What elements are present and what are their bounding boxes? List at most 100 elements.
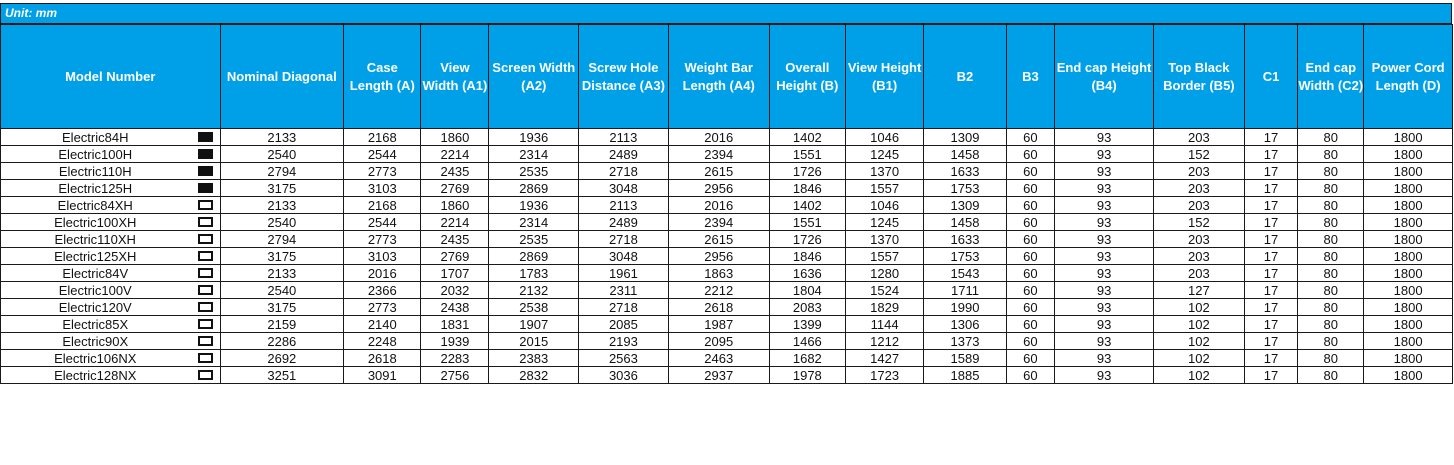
value-cell: 80 <box>1297 332 1365 350</box>
model-cell: Electric100V <box>0 281 221 299</box>
value-cell: 93 <box>1054 162 1155 180</box>
value-cell: 2133 <box>219 196 345 214</box>
value-cell: 1557 <box>844 247 925 265</box>
value-cell: 1885 <box>923 366 1007 384</box>
value-cell: 1212 <box>844 332 925 350</box>
value-cell: 2212 <box>667 281 770 299</box>
value-cell: 1280 <box>844 264 925 282</box>
value-cell: 2016 <box>343 264 422 282</box>
value-cell: 17 <box>1243 298 1299 316</box>
value-cell: 1144 <box>844 315 925 333</box>
model-number: Electric90X <box>62 333 129 349</box>
model-cell: Electric110XH <box>0 230 221 248</box>
black-color-swatch-icon <box>197 149 213 159</box>
model-cell: Electric100H <box>0 145 221 163</box>
value-cell: 2540 <box>219 281 345 299</box>
value-cell: 93 <box>1054 315 1155 333</box>
value-cell: 1907 <box>488 315 580 333</box>
value-cell: 152 <box>1153 213 1245 231</box>
value-cell: 17 <box>1243 128 1299 146</box>
value-cell: 93 <box>1054 145 1155 163</box>
value-cell: 2538 <box>488 298 580 316</box>
value-cell: 1800 <box>1363 145 1453 163</box>
value-cell: 1800 <box>1363 298 1453 316</box>
black-color-swatch-icon <box>197 166 213 176</box>
value-cell: 102 <box>1153 332 1245 350</box>
white-color-swatch-icon <box>197 200 213 210</box>
value-cell: 3103 <box>343 247 422 265</box>
value-cell: 2140 <box>343 315 422 333</box>
value-cell: 1636 <box>768 264 846 282</box>
value-cell: 2314 <box>488 213 580 231</box>
value-cell: 127 <box>1153 281 1245 299</box>
value-cell: 1633 <box>923 162 1007 180</box>
value-cell: 60 <box>1005 298 1056 316</box>
value-cell: 2168 <box>343 196 422 214</box>
value-cell: 1427 <box>844 349 925 367</box>
value-cell: 93 <box>1054 349 1155 367</box>
value-cell: 1800 <box>1363 264 1453 282</box>
value-cell: 2435 <box>420 230 490 248</box>
value-cell: 93 <box>1054 230 1155 248</box>
table-row: Electric110H 2794 2773 2435 2535 2718 2615 1726… <box>0 162 1453 180</box>
table-row: Electric110XH 2794 2773 2435 2535 2718 2615 172… <box>0 230 1453 248</box>
value-cell: 2618 <box>667 298 770 316</box>
model-cell: Electric100XH <box>0 213 221 231</box>
value-cell: 2314 <box>488 145 580 163</box>
value-cell: 60 <box>1005 281 1056 299</box>
value-cell: 2383 <box>488 349 580 367</box>
value-cell: 80 <box>1297 213 1365 231</box>
value-cell: 2832 <box>488 366 580 384</box>
value-cell: 1551 <box>768 213 846 231</box>
value-cell: 3103 <box>343 179 422 197</box>
value-cell: 1707 <box>420 264 490 282</box>
model-cell: Electric106NX <box>0 349 221 367</box>
value-cell: 2544 <box>343 213 422 231</box>
value-cell: 93 <box>1054 247 1155 265</box>
value-cell: 1987 <box>667 315 770 333</box>
value-cell: 2095 <box>667 332 770 350</box>
value-cell: 3251 <box>219 366 345 384</box>
value-cell: 1458 <box>923 145 1007 163</box>
value-cell: 2133 <box>219 264 345 282</box>
value-cell: 2193 <box>578 332 669 350</box>
value-cell: 2366 <box>343 281 422 299</box>
value-cell: 1863 <box>667 264 770 282</box>
value-cell: 2769 <box>420 247 490 265</box>
value-cell: 1990 <box>923 298 1007 316</box>
table-row: Electric84H 2133 2168 1860 1936 2113 2016 1402 1… <box>0 128 1453 146</box>
model-number: Electric100H <box>58 146 133 162</box>
value-cell: 1723 <box>844 366 925 384</box>
value-cell: 17 <box>1243 213 1299 231</box>
value-cell: 1800 <box>1363 196 1453 214</box>
col-header-view-height: View Height (B1) <box>844 24 925 129</box>
value-cell: 2016 <box>667 128 770 146</box>
value-cell: 80 <box>1297 281 1365 299</box>
model-number: Electric110XH <box>54 231 136 247</box>
value-cell: 1306 <box>923 315 1007 333</box>
value-cell: 17 <box>1243 366 1299 384</box>
model-cell: Electric120V <box>0 298 221 316</box>
value-cell: 1978 <box>768 366 846 384</box>
col-header-b3: B3 <box>1005 24 1056 129</box>
value-cell: 2956 <box>667 247 770 265</box>
col-header-end-cap-width: End cap Width (C2) <box>1297 24 1365 129</box>
value-cell: 17 <box>1243 145 1299 163</box>
value-cell: 2394 <box>667 213 770 231</box>
white-color-swatch-icon <box>197 285 213 295</box>
table-row: Electric100H 2540 2544 2214 2314 2489 2394 1551… <box>0 145 1453 163</box>
value-cell: 3048 <box>578 179 669 197</box>
value-cell: 1846 <box>768 247 846 265</box>
white-color-swatch-icon <box>197 268 213 278</box>
value-cell: 17 <box>1243 349 1299 367</box>
value-cell: 1783 <box>488 264 580 282</box>
white-color-swatch-icon <box>197 319 213 329</box>
value-cell: 1800 <box>1363 247 1453 265</box>
value-cell: 60 <box>1005 145 1056 163</box>
value-cell: 17 <box>1243 332 1299 350</box>
value-cell: 2015 <box>488 332 580 350</box>
value-cell: 17 <box>1243 264 1299 282</box>
table-row: Electric106NX 2692 2618 2283 2383 2563 2463 168… <box>0 349 1453 367</box>
value-cell: 1245 <box>844 145 925 163</box>
value-cell: 80 <box>1297 298 1365 316</box>
